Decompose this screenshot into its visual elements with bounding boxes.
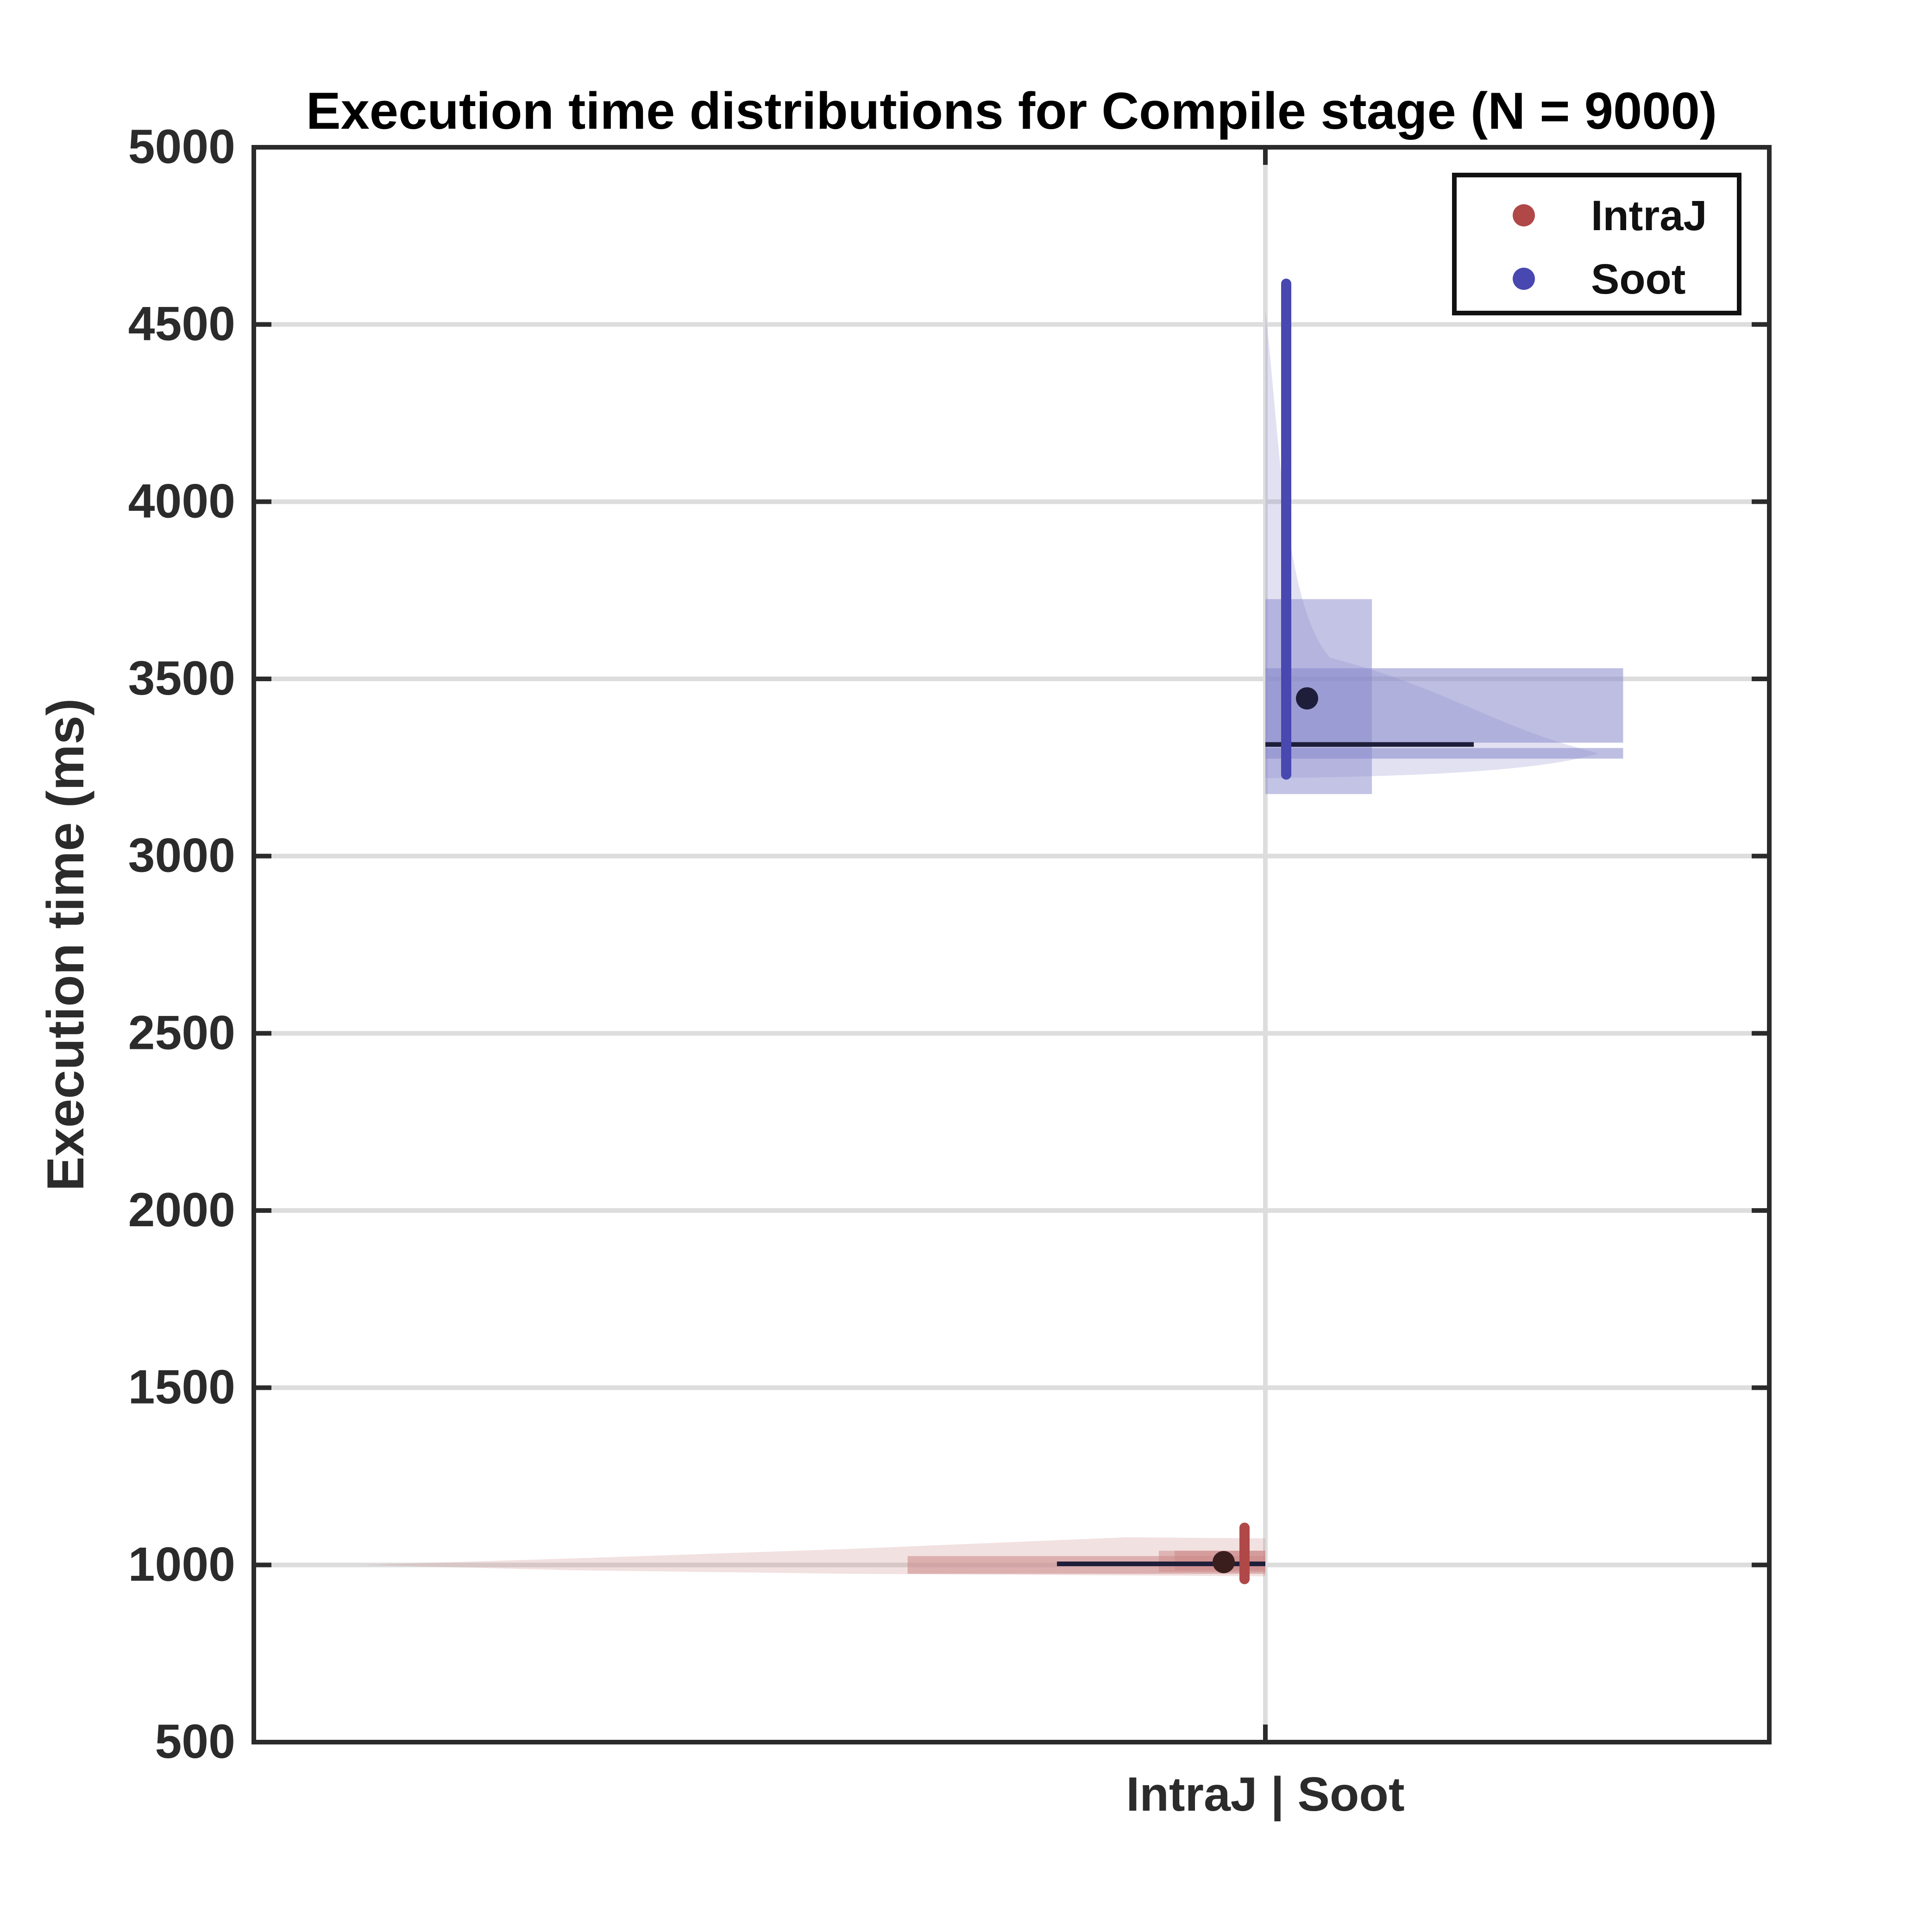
series-intraj xyxy=(362,1522,1265,1584)
mean-point-soot xyxy=(1296,687,1318,710)
hist-bar-soot-0 xyxy=(1265,748,1623,759)
hist-bar-soot-1 xyxy=(1265,668,1623,743)
y-tick-label-3000: 3000 xyxy=(128,829,235,883)
y-tick-label-3500: 3500 xyxy=(128,652,235,705)
grid-lines xyxy=(254,147,1769,1742)
y-tick-label-500: 500 xyxy=(155,1715,235,1769)
series-soot xyxy=(1265,278,1623,794)
y-tick-label-4000: 4000 xyxy=(128,474,235,528)
y-tick-label-1000: 1000 xyxy=(128,1537,235,1591)
y-tick-label-2000: 2000 xyxy=(128,1183,235,1237)
plot-frame xyxy=(251,145,1772,1744)
legend-swatch-intraj xyxy=(1513,204,1535,226)
legend-box xyxy=(1452,173,1741,315)
chart-title: Execution time distributions for Compile… xyxy=(306,82,1717,140)
legend-label-intraj: IntraJ xyxy=(1591,192,1707,239)
y-tick-label-5000: 5000 xyxy=(128,120,235,174)
y-tick-labels: 500 1000 1500 2000 2500 3000 3500 4000 4500 5000 xyxy=(128,120,235,1769)
data-marks xyxy=(362,278,1623,1584)
legend-label-soot: Soot xyxy=(1591,256,1685,303)
mean-point-intraj xyxy=(1213,1551,1235,1574)
y-axis-label: Execution time (ms) xyxy=(37,698,94,1191)
x-tick-label: IntraJ | Soot xyxy=(1126,1768,1404,1822)
axis-ticks xyxy=(254,145,1769,1744)
y-tick-label-2500: 2500 xyxy=(128,1006,235,1060)
legend-swatch-soot xyxy=(1513,268,1535,290)
y-tick-label-1500: 1500 xyxy=(128,1361,235,1414)
y-tick-label-4500: 4500 xyxy=(128,297,235,351)
legend: IntraJ Soot xyxy=(1452,173,1741,315)
